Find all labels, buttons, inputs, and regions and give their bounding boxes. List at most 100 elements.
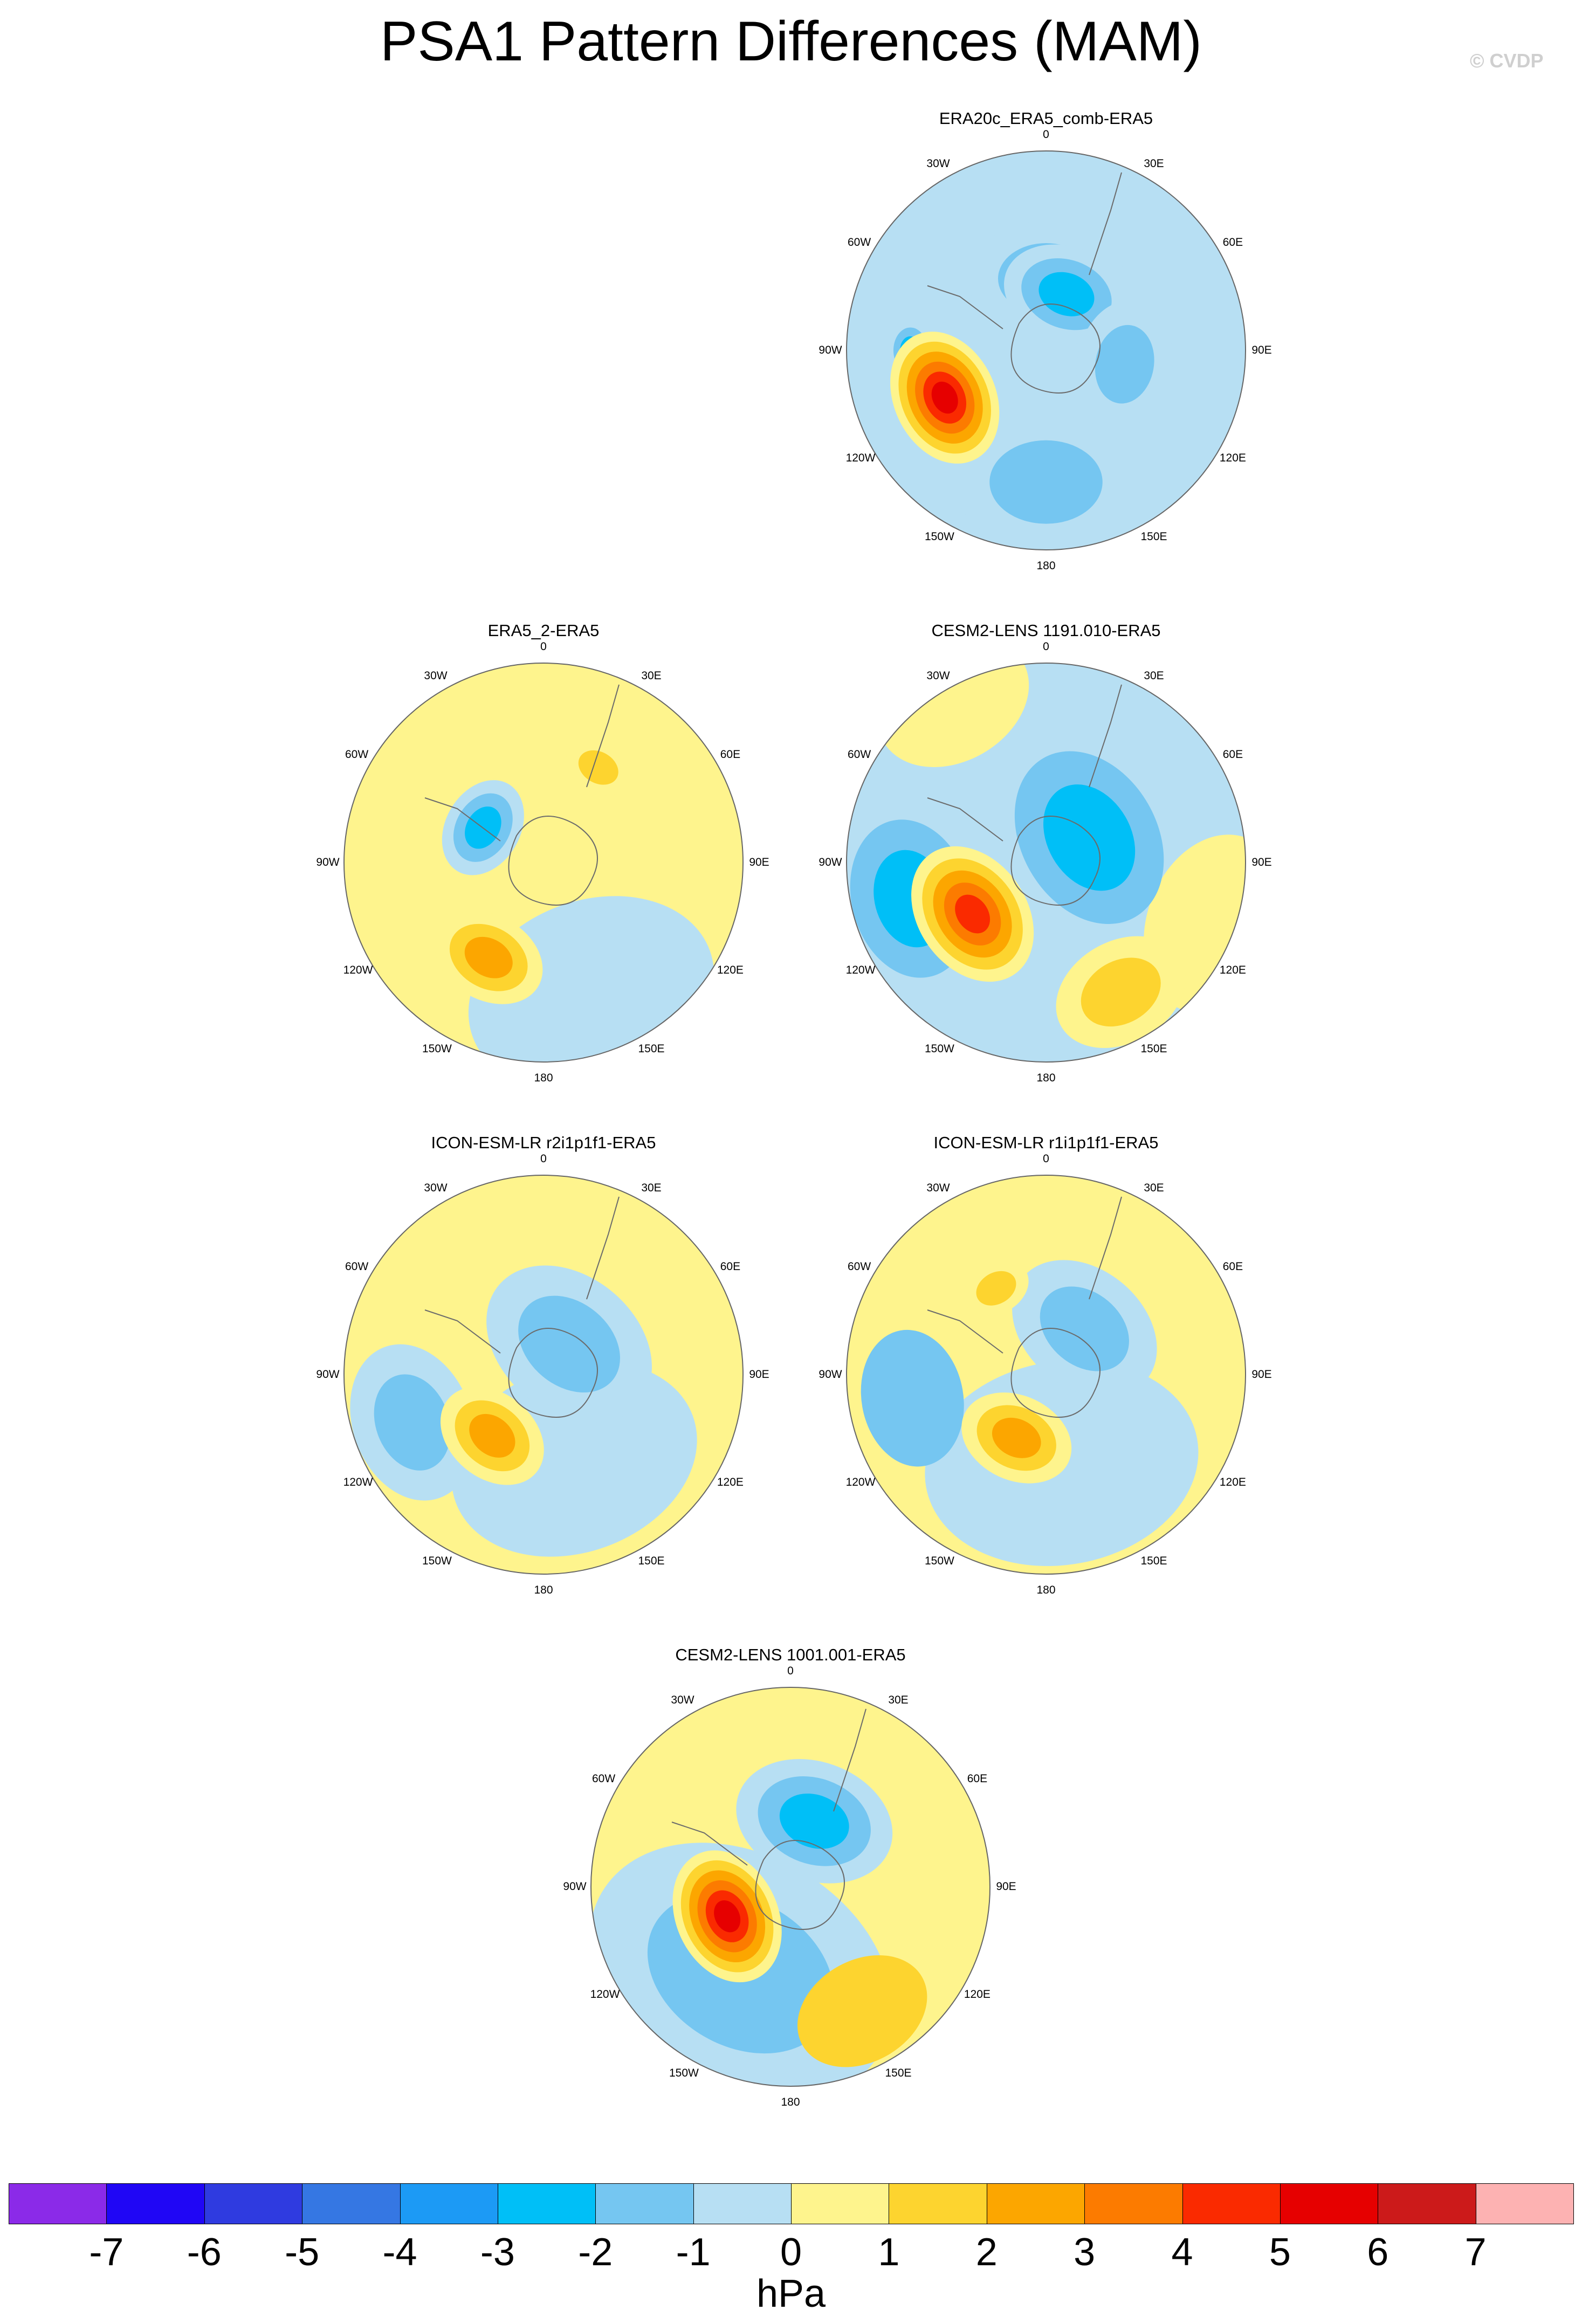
longitude-label: 30E	[641, 1181, 662, 1194]
polar-map	[846, 1175, 1246, 1575]
coastline	[424, 1196, 620, 1354]
colorbar-tick-label: 1	[878, 2231, 900, 2274]
contour-field	[344, 1175, 743, 1574]
colorbar-box	[106, 2183, 205, 2224]
colorbar-tick-label: 3	[1074, 2231, 1096, 2274]
longitude-label: 120W	[590, 1988, 620, 2001]
longitude-label: 30W	[671, 1693, 694, 1706]
colorbar-tick-label: -7	[89, 2231, 124, 2274]
longitude-label: 90E	[1251, 856, 1272, 868]
longitude-label: 60W	[591, 1773, 616, 1785]
longitude-label: 30E	[1144, 669, 1164, 682]
colorbar-box	[9, 2183, 107, 2224]
colorbar-box	[400, 2183, 498, 2224]
longitude-label: 90W	[316, 1368, 340, 1381]
coastline	[508, 1328, 598, 1418]
contour-field	[847, 1175, 1246, 1574]
longitude-label: 90E	[1251, 344, 1272, 356]
coastline	[927, 172, 1122, 329]
longitude-label: 0	[1043, 640, 1049, 653]
colorbar-tick-label: -6	[187, 2231, 222, 2274]
longitude-label: 60W	[345, 1260, 369, 1273]
coastline	[927, 1196, 1122, 1354]
colorbar-box	[1475, 2183, 1574, 2224]
contour-band	[976, 1271, 1016, 1306]
contour-field	[591, 1687, 990, 2086]
colorbar-box	[204, 2183, 303, 2224]
coastline	[424, 684, 620, 842]
contour-band	[992, 1417, 1041, 1458]
colorbar-box	[1182, 2183, 1281, 2224]
colorbar-tick-label: 7	[1464, 2231, 1487, 2274]
longitude-label: 120E	[717, 964, 744, 976]
longitude-label: 90W	[818, 856, 842, 868]
longitude-label: 150E	[638, 1043, 665, 1056]
longitude-label: 150E	[1140, 530, 1167, 543]
contour-band	[1081, 957, 1161, 1027]
map-panel: ICON-ESM-LR r2i1p1f1-ERA5 0 30E 60E 90E 120E…	[316, 1132, 769, 1628]
longitude-label: 150W	[925, 1555, 954, 1568]
contour-band	[989, 440, 1103, 524]
longitude-label: 30W	[926, 157, 950, 170]
longitude-label: 60W	[847, 748, 871, 761]
longitude-label: 150W	[422, 1555, 452, 1568]
longitude-label: 30W	[424, 1181, 448, 1194]
coastline	[671, 1708, 866, 1866]
longitude-label: 90W	[818, 1368, 842, 1381]
longitude-label: 60E	[720, 1260, 741, 1273]
figure-title: PSA1 Pattern Differences (MAM)	[380, 10, 1202, 73]
longitude-label: 90E	[749, 1368, 769, 1381]
contour-field	[847, 663, 1246, 1062]
longitude-label: 30W	[926, 669, 950, 682]
colorbar-tick-label: -5	[285, 2231, 320, 2274]
longitude-label: 150W	[925, 530, 954, 543]
longitude-label: 30E	[641, 669, 662, 682]
coastline	[1010, 816, 1100, 906]
longitude-label: 90E	[996, 1880, 1016, 1893]
longitude-label: 120W	[845, 452, 876, 464]
colorbar-box	[1378, 2183, 1476, 2224]
coastline	[1010, 1328, 1100, 1418]
coastline	[508, 816, 598, 906]
longitude-label: 0	[787, 1665, 794, 1677]
longitude-label: 150E	[1140, 1043, 1167, 1056]
colorbar-tick-label: 4	[1171, 2231, 1193, 2274]
panel-title: CESM2-LENS 1001.001-ERA5	[675, 1645, 906, 1664]
longitude-label: 150E	[638, 1555, 665, 1568]
longitude-label: 180	[781, 2096, 800, 2108]
colorbar-box	[497, 2183, 596, 2224]
longitude-label: 30E	[1144, 1181, 1164, 1194]
longitude-label: 180	[1036, 1072, 1056, 1084]
contour-band	[464, 936, 513, 978]
map-panel: CESM2-LENS 1191.010-ERA5 0 30E 60E 90E 120E 1…	[818, 620, 1271, 1116]
longitude-label: 120W	[343, 964, 373, 976]
polar-map	[846, 663, 1246, 1063]
longitude-label: 60W	[345, 748, 369, 761]
contour-band	[714, 1900, 741, 1933]
contour-band	[578, 750, 618, 785]
longitude-label: 30W	[926, 1181, 950, 1194]
longitude-label: 30E	[1144, 157, 1164, 170]
longitude-label: 0	[1043, 1153, 1049, 1165]
longitude-label: 120W	[845, 1476, 876, 1488]
colorbar-tick-label: 5	[1269, 2231, 1291, 2274]
longitude-label: 120E	[964, 1988, 991, 2001]
contour-field	[344, 663, 743, 1062]
longitude-label: 60W	[847, 236, 871, 249]
colorbar-tick-label: -2	[578, 2231, 613, 2274]
colorbar-box	[1280, 2183, 1379, 2224]
map-panel: ICON-ESM-LR r1i1p1f1-ERA5 0 30E 60E 90E 120E…	[818, 1132, 1271, 1628]
contour-band	[1043, 784, 1136, 891]
longitude-label: 120E	[717, 1476, 744, 1488]
map-border	[590, 1687, 991, 2087]
contour-band	[779, 1794, 849, 1849]
panel-title: CESM2-LENS 1191.010-ERA5	[931, 621, 1161, 640]
longitude-label: 90E	[1251, 1368, 1272, 1381]
longitude-label: 90W	[818, 344, 842, 356]
contour-band	[518, 1295, 620, 1393]
contour-band	[861, 1329, 964, 1467]
longitude-label: 90W	[563, 1880, 587, 1893]
colorbar-tick-label: 0	[780, 2231, 802, 2274]
longitude-label: 150E	[885, 2067, 912, 2080]
cvdp-credit: © CVDP	[1470, 50, 1544, 72]
